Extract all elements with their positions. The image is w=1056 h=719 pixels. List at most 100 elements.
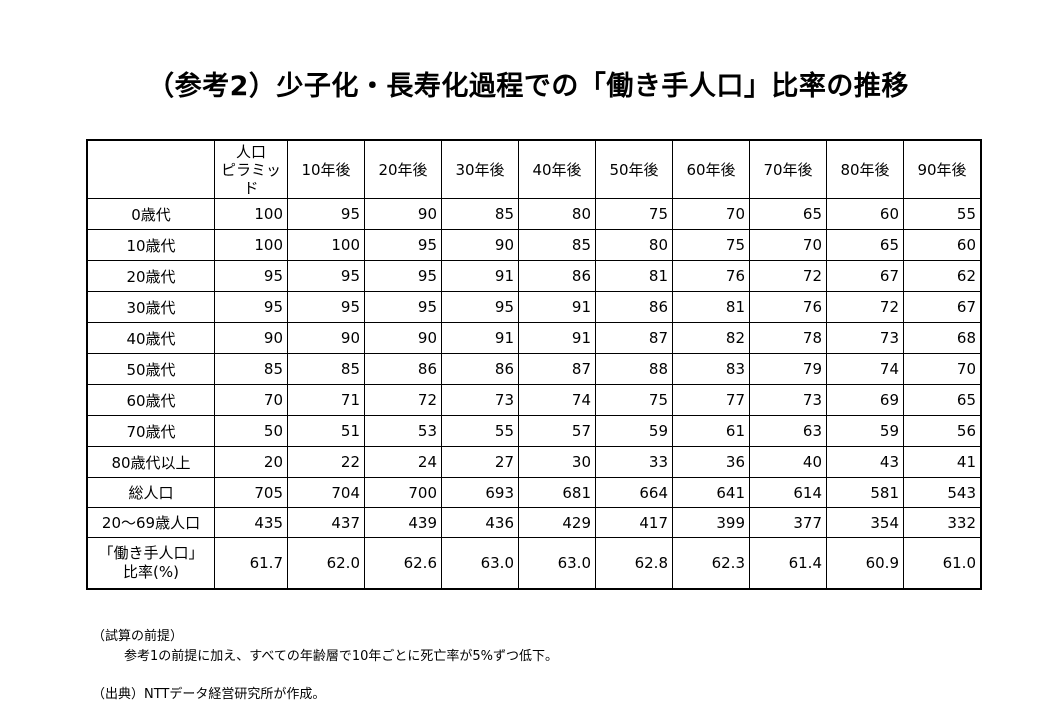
row-label: 20～69歳人口: [86, 507, 215, 538]
table-cell: 82: [672, 322, 750, 354]
row-label: 70歳代: [86, 415, 215, 447]
table-row-ratio: 「働き手人口」 比率(%) 61.7 62.0 62.6 63.0 63.0 62.8 62.3…: [86, 537, 982, 590]
table-cell: 61.0: [903, 537, 982, 590]
row-label: 0歳代: [86, 198, 215, 230]
table-row: 40歳代 90 90 90 91 91 87 82 78 73 68: [86, 322, 982, 354]
table-cell: 100: [287, 229, 365, 261]
table-cell: 86: [364, 353, 442, 385]
table-cell: 74: [518, 384, 596, 416]
table-cell: 76: [672, 260, 750, 292]
table-cell: 67: [903, 291, 982, 323]
table-cell: 88: [595, 353, 673, 385]
table-cell: 53: [364, 415, 442, 447]
row-label: 「働き手人口」 比率(%): [86, 537, 215, 590]
table-cell: 59: [826, 415, 904, 447]
premise-text: 参考1の前提に加え、すべての年齢層で10年ごとに死亡率が5%ずつ低下。: [124, 649, 559, 664]
row-label-line2: 比率(%): [123, 563, 179, 581]
table-cell: 72: [364, 384, 442, 416]
table-cell: 90: [214, 322, 288, 354]
row-label: 20歳代: [86, 260, 215, 292]
table-cell: 75: [595, 198, 673, 230]
column-header-pyramid-line2: ピラミッド: [220, 160, 281, 197]
table-cell: 72: [749, 260, 827, 292]
table-cell: 90: [364, 198, 442, 230]
row-label-line1: 「働き手人口」: [98, 544, 204, 562]
column-header-20: 20年後: [364, 139, 442, 199]
column-header-pyramid: 人口 ピラミッド: [214, 139, 288, 199]
column-header-pyramid-line1: 人口: [235, 142, 266, 161]
notes: （試算の前提） 参考1の前提に加え、すべての年齢層で10年ごとに死亡率が5%ずつ…: [92, 627, 558, 705]
table-cell: 75: [672, 229, 750, 261]
table-row: 10歳代 100 100 95 90 85 80 75 70 65 60: [86, 229, 982, 261]
table-cell: 41: [903, 446, 982, 478]
table-cell: 74: [826, 353, 904, 385]
table-cell: 614: [749, 477, 827, 508]
table-cell: 65: [903, 384, 982, 416]
table-cell: 664: [595, 477, 673, 508]
table-cell: 70: [672, 198, 750, 230]
table-cell: 95: [441, 291, 519, 323]
table-cell: 60: [903, 229, 982, 261]
table-cell: 87: [518, 353, 596, 385]
table-row-total: 総人口 705 704 700 693 681 664 641 614 581 543: [86, 477, 982, 508]
table-cell: 100: [214, 198, 288, 230]
table-cell: 63.0: [518, 537, 596, 590]
table-cell: 705: [214, 477, 288, 508]
table-cell: 40: [749, 446, 827, 478]
table-cell: 80: [518, 198, 596, 230]
table-cell: 95: [214, 260, 288, 292]
table-cell: 86: [441, 353, 519, 385]
page-title: （参考2）少子化・長寿化過程での「働き手人口」比率の推移: [147, 71, 909, 102]
table-cell: 417: [595, 507, 673, 538]
table-cell: 67: [826, 260, 904, 292]
table-cell: 27: [441, 446, 519, 478]
table-cell: 79: [749, 353, 827, 385]
table-cell: 86: [518, 260, 596, 292]
table-row-working: 20～69歳人口 435 437 439 436 429 417 399 377 354 332: [86, 507, 982, 538]
table-cell: 73: [826, 322, 904, 354]
table-cell: 33: [595, 446, 673, 478]
table-cell: 77: [672, 384, 750, 416]
table-cell: 95: [364, 229, 442, 261]
table-cell: 61: [672, 415, 750, 447]
table-cell: 435: [214, 507, 288, 538]
table-cell: 91: [441, 260, 519, 292]
table-cell: 83: [672, 353, 750, 385]
table-row: 0歳代 100 95 90 85 80 75 70 65 60 55: [86, 198, 982, 230]
table-cell: 80: [595, 229, 673, 261]
table-cell: 543: [903, 477, 982, 508]
column-header-40: 40年後: [518, 139, 596, 199]
table-cell: 429: [518, 507, 596, 538]
table-cell: 43: [826, 446, 904, 478]
table-cell: 86: [595, 291, 673, 323]
table-cell: 581: [826, 477, 904, 508]
table-cell: 55: [903, 198, 982, 230]
table-cell: 72: [826, 291, 904, 323]
table-cell: 51: [287, 415, 365, 447]
table-cell: 95: [287, 198, 365, 230]
table-cell: 65: [749, 198, 827, 230]
table-cell: 71: [287, 384, 365, 416]
table-cell: 68: [903, 322, 982, 354]
table-row: 70歳代 50 51 53 55 57 59 61 63 59 56: [86, 415, 982, 447]
table-row: 20歳代 95 95 95 91 86 81 76 72 67 62: [86, 260, 982, 292]
table-cell: 332: [903, 507, 982, 538]
table-cell: 62: [903, 260, 982, 292]
table-cell: 437: [287, 507, 365, 538]
table-body: 0歳代 100 95 90 85 80 75 70 65 60 55 10歳代 100 100 95 90 85…: [86, 198, 982, 590]
table-cell: 55: [441, 415, 519, 447]
table-cell: 95: [287, 291, 365, 323]
column-header-10: 10年後: [287, 139, 365, 199]
table-cell: 60: [826, 198, 904, 230]
table-cell: 377: [749, 507, 827, 538]
row-label: 80歳代以上: [86, 446, 215, 478]
row-label: 総人口: [86, 477, 215, 508]
table-row: 50歳代 85 85 86 86 87 88 83 79 74 70: [86, 353, 982, 385]
table-cell: 30: [518, 446, 596, 478]
table-cell: 73: [749, 384, 827, 416]
table-cell: 91: [518, 291, 596, 323]
table-cell: 641: [672, 477, 750, 508]
premise-heading: （試算の前提）: [92, 629, 184, 644]
table-cell: 95: [364, 260, 442, 292]
table-cell: 354: [826, 507, 904, 538]
